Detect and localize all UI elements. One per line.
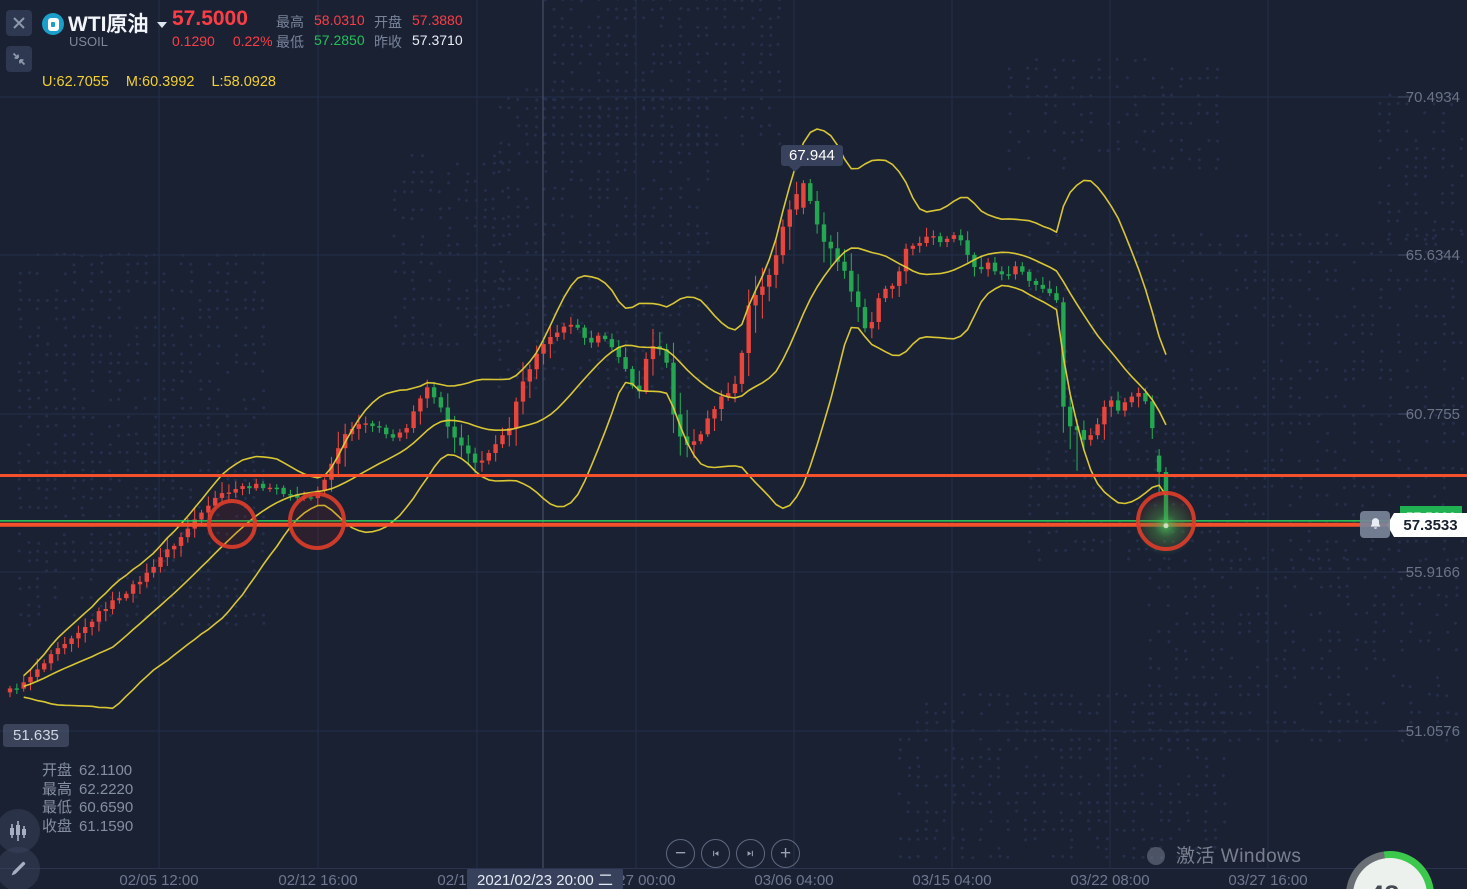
time-axis-label: 03/06 04:00 [754, 872, 833, 889]
minus-icon: − [674, 843, 687, 864]
time-axis-label: 03/22 08:00 [1070, 872, 1149, 889]
time-axis-divider [0, 868, 1467, 869]
price-axis-label: 70.4934 [1406, 89, 1460, 106]
ohlc-open-label: 开盘 [42, 762, 73, 779]
last-price-dot [1163, 523, 1169, 529]
crosshair-date-label: 2021/02/23 20:00 二 [467, 869, 623, 889]
price-axis-label: 55.9166 [1406, 564, 1460, 581]
boll-upper: U:62.7055 [42, 74, 109, 90]
close-icon [13, 17, 25, 29]
gauge-value: 48% [1353, 858, 1427, 889]
watermark-dot [1147, 847, 1165, 865]
open-value: 57.3880 [412, 12, 463, 28]
symbol-code: USOIL [69, 34, 109, 49]
bollinger-band-lines [23, 128, 1167, 710]
ohlc-tooltip: 开盘 62.1100 最高 62.2220 最低 60.6590 收盘 61.1590 [42, 762, 133, 836]
annotation-circle-1[interactable] [288, 492, 346, 550]
ohlc-low-value: 60.6590 [79, 799, 134, 816]
symbol-selector[interactable]: WTI原油 [68, 8, 168, 38]
skip-to-start-button[interactable] [701, 839, 730, 868]
boll-middle: M:60.3992 [125, 74, 195, 90]
low-value: 57.2850 [314, 32, 365, 48]
price-change: 0.1290 0.22% [172, 33, 273, 49]
ohlc-close-value: 61.1590 [79, 817, 134, 835]
time-axis-label: 02/05 12:00 [119, 872, 198, 889]
candles [7, 179, 1169, 698]
low-label: 最低 [276, 34, 304, 50]
ohlc-close-label: 收盘 [42, 817, 73, 835]
skip-start-icon [713, 850, 719, 857]
price-axis-label: 51.0576 [1406, 723, 1460, 740]
ohlc-high-value: 62.2220 [79, 780, 134, 798]
high-value: 58.0310 [314, 12, 365, 28]
annotation-circle-2[interactable] [1136, 491, 1196, 551]
alert-price-tag[interactable]: 57.3533 [1387, 513, 1467, 537]
skip-to-end-button[interactable] [736, 839, 765, 868]
chart-style-button[interactable] [0, 809, 40, 853]
price-alert-button[interactable] [1360, 511, 1390, 538]
time-axis-label: 02/12 16:00 [278, 872, 357, 889]
open-label: 开盘 [374, 14, 402, 30]
chevron-down-icon [157, 21, 168, 28]
price-axis-label: 65.6344 [1406, 247, 1460, 264]
change-percent: 0.22% [232, 33, 273, 49]
instrument-icon [42, 13, 64, 35]
annotation-circle-0[interactable] [207, 499, 257, 549]
last-price: 57.5000 [172, 7, 248, 30]
skip-end-icon [747, 850, 753, 857]
time-axis-label: 03/15 04:00 [912, 872, 991, 889]
peak-price-tooltip: 67.944 [781, 145, 843, 172]
collapse-icon [12, 52, 26, 66]
candlestick-icon [10, 821, 26, 841]
draw-tool-button[interactable] [0, 847, 40, 889]
ohlc-low-label: 最低 [42, 799, 73, 816]
plus-icon: + [779, 843, 792, 864]
pencil-icon [11, 861, 26, 876]
world-map-dots [17, 0, 1465, 860]
change-value: 0.1290 [172, 33, 215, 49]
time-axis-label: 03/27 16:00 [1228, 872, 1307, 889]
activate-windows-watermark: 激活 Windows [1176, 846, 1302, 867]
zoom-in-button[interactable]: + [771, 839, 800, 868]
bollinger-values: U:62.7055 M:60.3992 L:58.0928 [42, 74, 276, 90]
gridlines [0, 0, 1412, 869]
boll-lower: L:58.0928 [211, 74, 276, 90]
collapse-button[interactable] [6, 46, 32, 72]
price-axis-label: 60.7755 [1406, 406, 1460, 423]
zoom-out-button[interactable]: − [666, 839, 695, 868]
ohlc-high-label: 最高 [42, 780, 73, 798]
ohlc-open-value: 62.1100 [79, 762, 133, 779]
gauge-number: 48 [1369, 880, 1399, 889]
close-button[interactable] [6, 10, 32, 36]
prev-close-value: 57.3710 [412, 32, 463, 48]
crosshair-price-label: 51.635 [3, 724, 69, 747]
bell-icon [1370, 518, 1380, 529]
high-label: 最高 [276, 14, 304, 30]
prev-close-label: 昨收 [374, 34, 402, 50]
symbol-name: WTI原油 [68, 13, 149, 36]
